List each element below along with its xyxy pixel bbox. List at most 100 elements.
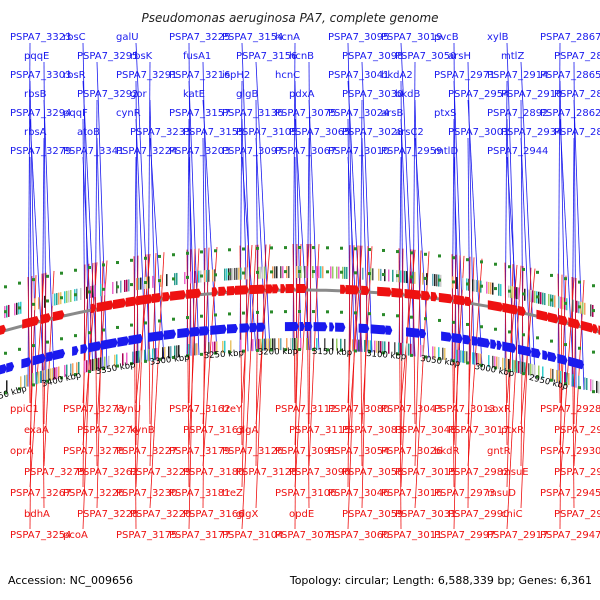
forward-gene-label: PSPA7_3098	[342, 51, 403, 62]
reverse-annotation-stripe	[152, 275, 154, 288]
forward-gene-connector	[188, 80, 200, 355]
reverse-annotation-stripe	[518, 287, 520, 300]
inner-tick-dot	[340, 270, 343, 274]
forward-annotation-stripe	[26, 374, 28, 387]
forward-annotation-stripe	[394, 342, 396, 355]
forward-annotation-stripe	[364, 339, 366, 352]
outer-tick-dot	[284, 246, 287, 250]
forward-gene-connector	[241, 156, 257, 351]
reverse-gene-label: PSPA7_3180	[183, 467, 244, 478]
forward-annotation-stripe	[100, 357, 102, 370]
inner-tick-dot	[494, 327, 497, 331]
forward-gene-connector	[520, 137, 532, 377]
forward-gene-connector	[400, 118, 412, 357]
forward-gene-label: PSPA7_3030	[342, 89, 403, 100]
reverse-gene-label: PSPA7_3106	[275, 488, 336, 499]
inner-tick-dot	[312, 310, 315, 314]
forward-gene-label: PSPA7_3001	[448, 127, 509, 138]
inner-tick-dot	[32, 344, 35, 348]
reverse-gene-label: PSPA7_3273	[63, 404, 124, 415]
inner-tick-dot	[564, 301, 567, 305]
reverse-annotation-stripe	[138, 277, 140, 290]
reverse-gene-connector	[294, 244, 310, 488]
reverse-annotation-stripe	[100, 284, 102, 297]
forward-annotation-stripe	[466, 351, 468, 364]
outer-tick-dot	[144, 256, 147, 260]
reverse-gene-connector	[241, 245, 249, 488]
forward-gene-label: PSPA7_3024	[328, 108, 389, 119]
outer-tick-dot	[480, 363, 483, 367]
forward-annotation-stripe	[148, 349, 150, 362]
reverse-gene-block	[96, 300, 114, 313]
forward-gene-label: PSPA7_3050	[395, 51, 456, 62]
forward-annotation-stripe	[156, 347, 158, 360]
forward-annotation-stripe	[230, 340, 232, 353]
forward-gene-label: arsH	[448, 51, 471, 62]
forward-gene-connector	[361, 137, 369, 353]
reverse-annotation-stripe	[54, 293, 56, 306]
reverse-gene-connector	[202, 247, 206, 509]
forward-annotation-stripe	[496, 356, 498, 369]
reverse-annotation-stripe	[318, 266, 320, 279]
forward-annotation-stripe	[378, 340, 380, 353]
reverse-gene-label: PSPA7_3015	[395, 467, 456, 478]
reverse-gene-block	[0, 324, 6, 335]
forward-gene-label: PSPA7_3303	[10, 70, 71, 81]
forward-gene-block	[249, 322, 258, 333]
forward-annotation-stripe	[216, 341, 218, 354]
forward-annotation-stripe	[104, 356, 106, 369]
outer-tick-dot	[158, 357, 161, 361]
reverse-annotation-stripe	[136, 278, 138, 291]
outer-tick-dot	[228, 248, 231, 252]
reverse-annotation-stripe	[68, 290, 70, 303]
inner-tick-dot	[452, 280, 455, 284]
reverse-gene-label: PSPA7_2929	[554, 425, 600, 436]
outer-tick-dot	[284, 348, 287, 352]
reverse-annotation-stripe	[456, 276, 458, 289]
reverse-gene-label: glgA	[236, 425, 258, 436]
forward-gene-block	[0, 363, 7, 375]
forward-annotation-stripe	[564, 371, 566, 384]
forward-gene-block	[420, 328, 427, 339]
forward-gene-block	[199, 326, 210, 336]
inner-tick-dot	[144, 281, 147, 285]
reverse-annotation-stripe	[306, 266, 308, 279]
forward-gene-connector	[294, 118, 310, 351]
forward-gene-label: PSPA7_3136	[222, 108, 283, 119]
forward-gene-label: rbsC	[63, 32, 86, 43]
reverse-gene-label: PSPA7_3181	[169, 488, 230, 499]
inner-tick-dot	[550, 298, 553, 302]
reverse-annotation-stripe	[316, 266, 318, 279]
reverse-annotation-stripe	[498, 283, 500, 296]
reverse-annotation-stripe	[404, 270, 406, 283]
forward-annotation-stripe	[50, 368, 52, 381]
reverse-annotation-stripe	[262, 266, 264, 279]
outer-tick-dot	[494, 366, 497, 370]
reverse-gene-label: PSPA7_3115	[289, 425, 350, 436]
forward-annotation-stripe	[382, 341, 384, 354]
reverse-gene-label: PSPA7_3080	[328, 404, 389, 415]
reverse-annotation-stripe	[560, 296, 562, 309]
forward-gene-block	[370, 324, 387, 335]
forward-gene-block	[471, 336, 479, 346]
inner-tick-dot	[536, 336, 539, 340]
forward-gene-label: PSPA7_2861	[554, 127, 600, 138]
forward-annotation-stripe	[380, 341, 382, 354]
reverse-annotation-stripe	[576, 300, 578, 313]
forward-annotation-stripe	[402, 343, 404, 356]
inner-tick-dot	[578, 305, 581, 309]
forward-annotation-stripe	[458, 350, 460, 363]
inner-tick-dot	[592, 309, 595, 313]
forward-annotation-stripe	[54, 367, 56, 380]
reverse-gene-label: msuE	[501, 467, 529, 478]
reverse-gene-label: PSPA7_3226	[63, 488, 124, 499]
outer-tick-dot	[186, 354, 189, 358]
outer-tick-dot	[368, 248, 371, 252]
outer-tick-dot	[4, 391, 7, 395]
forward-annotation-stripe	[136, 350, 138, 363]
inner-tick-dot	[256, 270, 259, 274]
reverse-gene-block	[404, 289, 422, 300]
forward-gene-label: PSPA7_3095	[328, 32, 389, 43]
forward-annotation-stripe	[444, 347, 446, 360]
inner-tick-dot	[326, 310, 329, 314]
